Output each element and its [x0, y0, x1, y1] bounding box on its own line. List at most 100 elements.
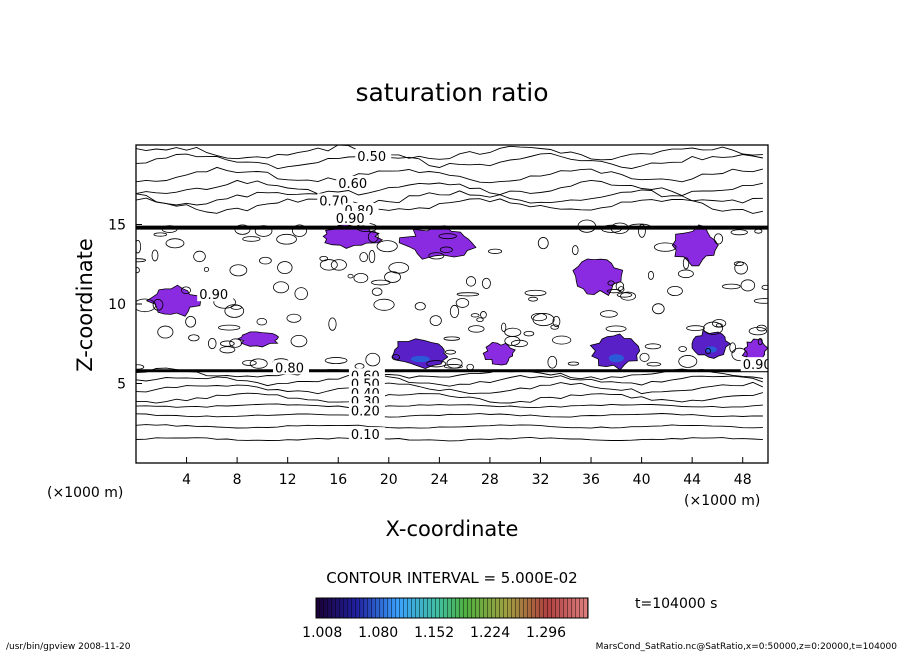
x-unit-left: (×1000 m) — [47, 485, 123, 501]
contour-speck — [678, 346, 687, 352]
contour-speck — [523, 330, 535, 337]
contour-speck — [530, 312, 548, 322]
x-tick-label: 44 — [683, 472, 701, 488]
contour-speck — [639, 352, 650, 362]
contour-label: 0.90 — [743, 358, 772, 373]
contour-speck — [466, 363, 474, 371]
contour-line — [136, 424, 763, 429]
contour-label: 0.20 — [351, 404, 380, 419]
contour-speck — [740, 279, 756, 292]
supersat-region — [145, 284, 202, 317]
contour-line — [136, 381, 764, 395]
x-tick-label: 28 — [481, 472, 499, 488]
contour-speck — [276, 233, 297, 245]
contour-speck — [610, 222, 630, 234]
x-tick-label: 32 — [532, 472, 550, 488]
contour-speck — [524, 289, 547, 297]
contour-speck — [353, 272, 369, 284]
contour-speck — [384, 271, 401, 283]
supersat-region — [391, 338, 449, 370]
contour-speck — [455, 297, 470, 308]
supersat-core — [608, 354, 624, 363]
contour-speck — [456, 292, 480, 297]
contour-speck — [601, 224, 622, 233]
contour-speck — [617, 286, 625, 293]
plot-background — [136, 145, 768, 463]
contour-speck — [152, 298, 164, 311]
contour-label: 0.60 — [338, 177, 367, 192]
contour-speck — [703, 321, 724, 335]
contour-label-bg — [197, 287, 234, 302]
x-axis-label: X-coordinate — [386, 517, 519, 541]
contour-label: 0.90 — [336, 212, 365, 227]
contour-speck — [733, 261, 744, 267]
contour-speck — [319, 259, 338, 271]
contour-speck — [426, 360, 447, 368]
contour-speck — [391, 354, 401, 361]
contour-speck — [754, 228, 763, 234]
contour-speck — [605, 325, 627, 333]
contour-speck — [371, 287, 383, 296]
contour-label-bg — [740, 357, 768, 372]
colorbar: 1.008 1.080 1.152 1.224 1.296 — [302, 597, 589, 641]
contour-line — [136, 166, 764, 184]
contour-speck — [599, 310, 618, 318]
contour-speck — [646, 362, 662, 367]
contour-speck — [748, 326, 768, 336]
contour-speck — [193, 250, 206, 263]
x-tick-label: 48 — [734, 472, 752, 488]
contour-speck — [537, 237, 549, 250]
contour-speck — [468, 325, 485, 333]
contour-speck — [373, 298, 395, 311]
contour-speck — [218, 324, 241, 331]
chart-title: saturation ratio — [355, 78, 548, 107]
contour-speck — [367, 230, 379, 243]
contour-speck — [292, 224, 307, 237]
x-tick-label: 36 — [582, 472, 600, 488]
contour-speck — [678, 355, 698, 368]
contour-speck — [438, 233, 457, 240]
y-tick-label: 15 — [108, 218, 126, 234]
contour-speck — [414, 302, 426, 311]
contour-speck — [242, 359, 257, 366]
x-tick-label: 4 — [182, 472, 191, 488]
contour-speck — [753, 298, 768, 304]
contour-speck — [552, 315, 561, 328]
contour-speck — [606, 289, 621, 294]
contour-speck — [229, 264, 248, 277]
contour-speck — [761, 284, 768, 290]
contour-speck — [256, 317, 268, 326]
contour-label: 0.70 — [319, 194, 348, 209]
colorbar-tick-label: 1.296 — [526, 625, 566, 641]
contour-speck — [249, 358, 268, 369]
contour-line — [136, 189, 763, 207]
contour-line — [136, 145, 763, 161]
contour-speck — [510, 339, 528, 348]
contour-speck — [136, 240, 142, 254]
contour-speck — [230, 304, 242, 310]
contour-speck — [532, 313, 555, 327]
contour-line — [136, 413, 763, 418]
supersat-region — [589, 333, 641, 371]
contour-line — [136, 436, 763, 442]
contour-label-bg — [348, 403, 385, 418]
contour-speck — [481, 277, 491, 289]
contour-speck — [185, 315, 197, 328]
contour-speck — [501, 322, 507, 332]
colorbar-tick-label: 1.080 — [358, 625, 398, 641]
contour-speck — [713, 233, 724, 245]
supersat-region — [572, 258, 624, 296]
contour-label-bg — [333, 210, 370, 225]
contour-speck — [607, 280, 615, 286]
supersat-region — [398, 225, 477, 260]
contour-speck — [229, 338, 242, 348]
contour-speck — [359, 252, 368, 263]
contour-speck — [136, 267, 140, 274]
colorbar-tick-label: 1.224 — [470, 625, 510, 641]
contour-speck — [429, 315, 442, 326]
contour-speck — [324, 357, 348, 364]
footer-left: /usr/bin/gpview 2008-11-20 — [6, 642, 131, 652]
contour-speck — [443, 336, 461, 341]
x-axis: 4 8 12 16 20 24 28 32 36 40 44 48 — [182, 457, 752, 488]
contour-label-bg — [348, 427, 385, 442]
